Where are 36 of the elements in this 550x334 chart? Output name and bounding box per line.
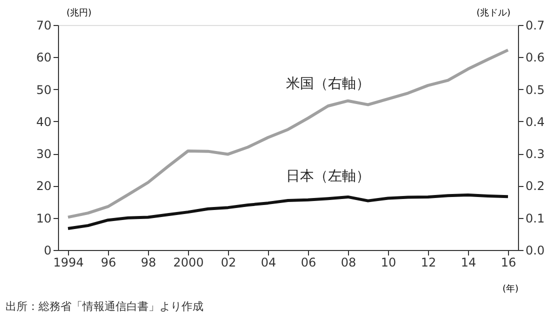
series-label: 日本（左軸） xyxy=(286,168,370,185)
y-tick-label: 70 xyxy=(36,18,52,32)
x-tick-label: 02 xyxy=(220,256,236,270)
y-tick-label: 40 xyxy=(36,114,52,129)
x-tick-label: 1994 xyxy=(53,256,84,270)
y2-tick-label: 0.0 xyxy=(526,244,545,258)
y2-tick-label: 0.5 xyxy=(526,82,545,97)
series-label: 米国（右軸） xyxy=(286,76,370,92)
y2-tick-label: 0.4 xyxy=(526,114,545,129)
line-series xyxy=(66,48,510,219)
y2-axis-title: (兆ドル) xyxy=(476,8,510,18)
y2-tick-label: 0.6 xyxy=(526,50,545,65)
y-tick-label: 60 xyxy=(36,50,52,65)
y2-tick-label: 0.3 xyxy=(526,147,545,162)
x-axis-title: (年) xyxy=(502,284,518,294)
y-tick-label: 30 xyxy=(36,147,52,162)
x-tick-label: 04 xyxy=(260,256,276,270)
y2-tick-label: 0.7 xyxy=(526,18,545,32)
x-tick-label: 08 xyxy=(340,256,356,270)
y-tick-label: 10 xyxy=(36,211,52,226)
y2-tick-label: 0.1 xyxy=(526,211,545,226)
y-tick-label: 50 xyxy=(36,82,52,97)
y-axis-title: (兆円) xyxy=(66,8,92,18)
text: 出所：総務省「情報通信白書」より作成 xyxy=(6,300,204,313)
x-tick-label: 10 xyxy=(380,256,396,270)
y2-tick-label: 0.2 xyxy=(526,179,545,194)
x-tick-label: 16 xyxy=(500,256,516,270)
x-tick-label: 2000 xyxy=(173,256,204,270)
line-series xyxy=(66,194,510,230)
y-tick-label: 20 xyxy=(36,179,52,194)
x-tick-label: 96 xyxy=(100,256,116,270)
x-tick-label: 06 xyxy=(300,256,316,270)
y-tick-label: 0 xyxy=(44,244,52,258)
x-tick-label: 98 xyxy=(140,256,156,270)
x-tick-label: 12 xyxy=(420,256,436,270)
x-tick-label: 14 xyxy=(460,256,476,270)
